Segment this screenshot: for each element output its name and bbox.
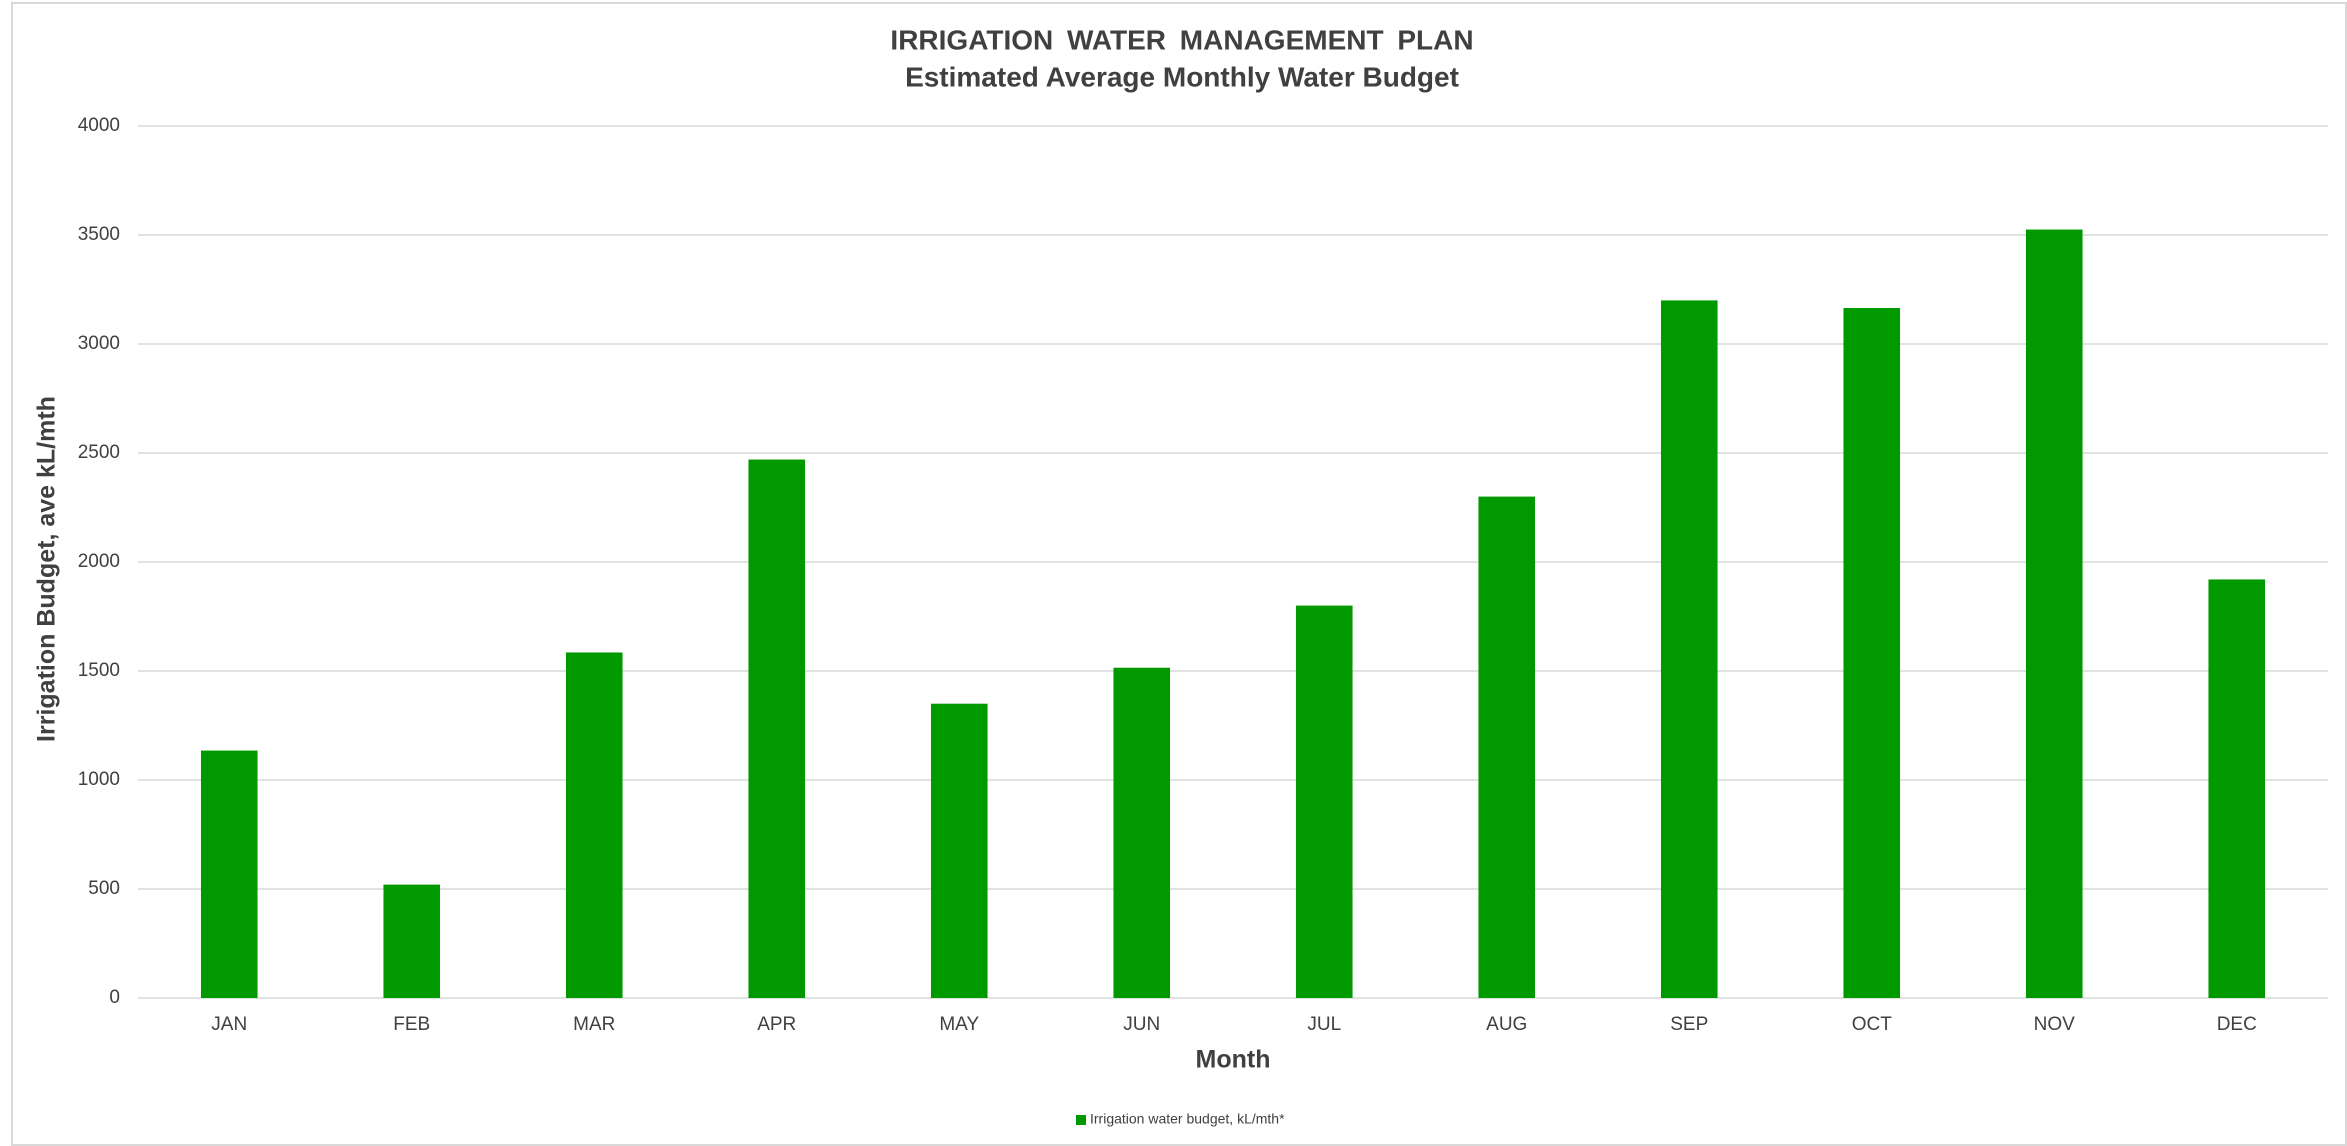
x-tick-label: JUL [1307,1014,1341,1035]
x-tick-label: AUG [1486,1014,1527,1035]
x-tick-label: JUN [1123,1014,1160,1035]
y-tick-label: 0 [109,987,120,1008]
y-tick-label: 1000 [78,769,120,790]
x-tick-label: NOV [2034,1014,2076,1035]
x-tick-label: JAN [211,1014,247,1035]
x-tick-label: DEC [2217,1014,2257,1035]
y-tick-label: 3000 [78,333,120,354]
bar [200,750,258,998]
bar [2025,229,2083,999]
bar [930,703,988,998]
bar [1295,605,1353,998]
bar [1843,308,1901,998]
bar [383,884,441,998]
x-tick-label: MAY [939,1014,979,1035]
y-tick-label: 2000 [78,551,120,572]
y-tick-label: 1500 [78,660,120,681]
bar [1660,300,1718,998]
y-tick-label: 2500 [78,442,120,463]
bar [565,652,623,998]
x-tick-label: SEP [1670,1014,1708,1035]
x-axis-label: Month [1196,1046,1271,1074]
x-tick-label: MAR [573,1014,615,1035]
chart-border [11,2,2347,1146]
chart-title: IRRIGATION WATER MANAGEMENT PLAN [890,24,1473,55]
y-tick-label: 3500 [78,224,120,245]
y-tick-label: 4000 [78,115,120,136]
legend-label: Irrigation water budget, kL/mth* [1090,1111,1285,1127]
y-axis-label: Irrigation Budget, ave kL/mth [33,396,61,742]
legend-swatch [1076,1115,1086,1125]
bar [748,459,806,998]
bar [2208,579,2266,998]
bar [1478,496,1536,998]
x-tick-label: FEB [393,1014,430,1035]
x-tick-label: OCT [1852,1014,1893,1035]
y-tick-label: 500 [88,878,120,899]
x-tick-label: APR [757,1014,796,1035]
chart-subtitle: Estimated Average Monthly Water Budget [905,61,1459,92]
bar [1113,667,1171,998]
